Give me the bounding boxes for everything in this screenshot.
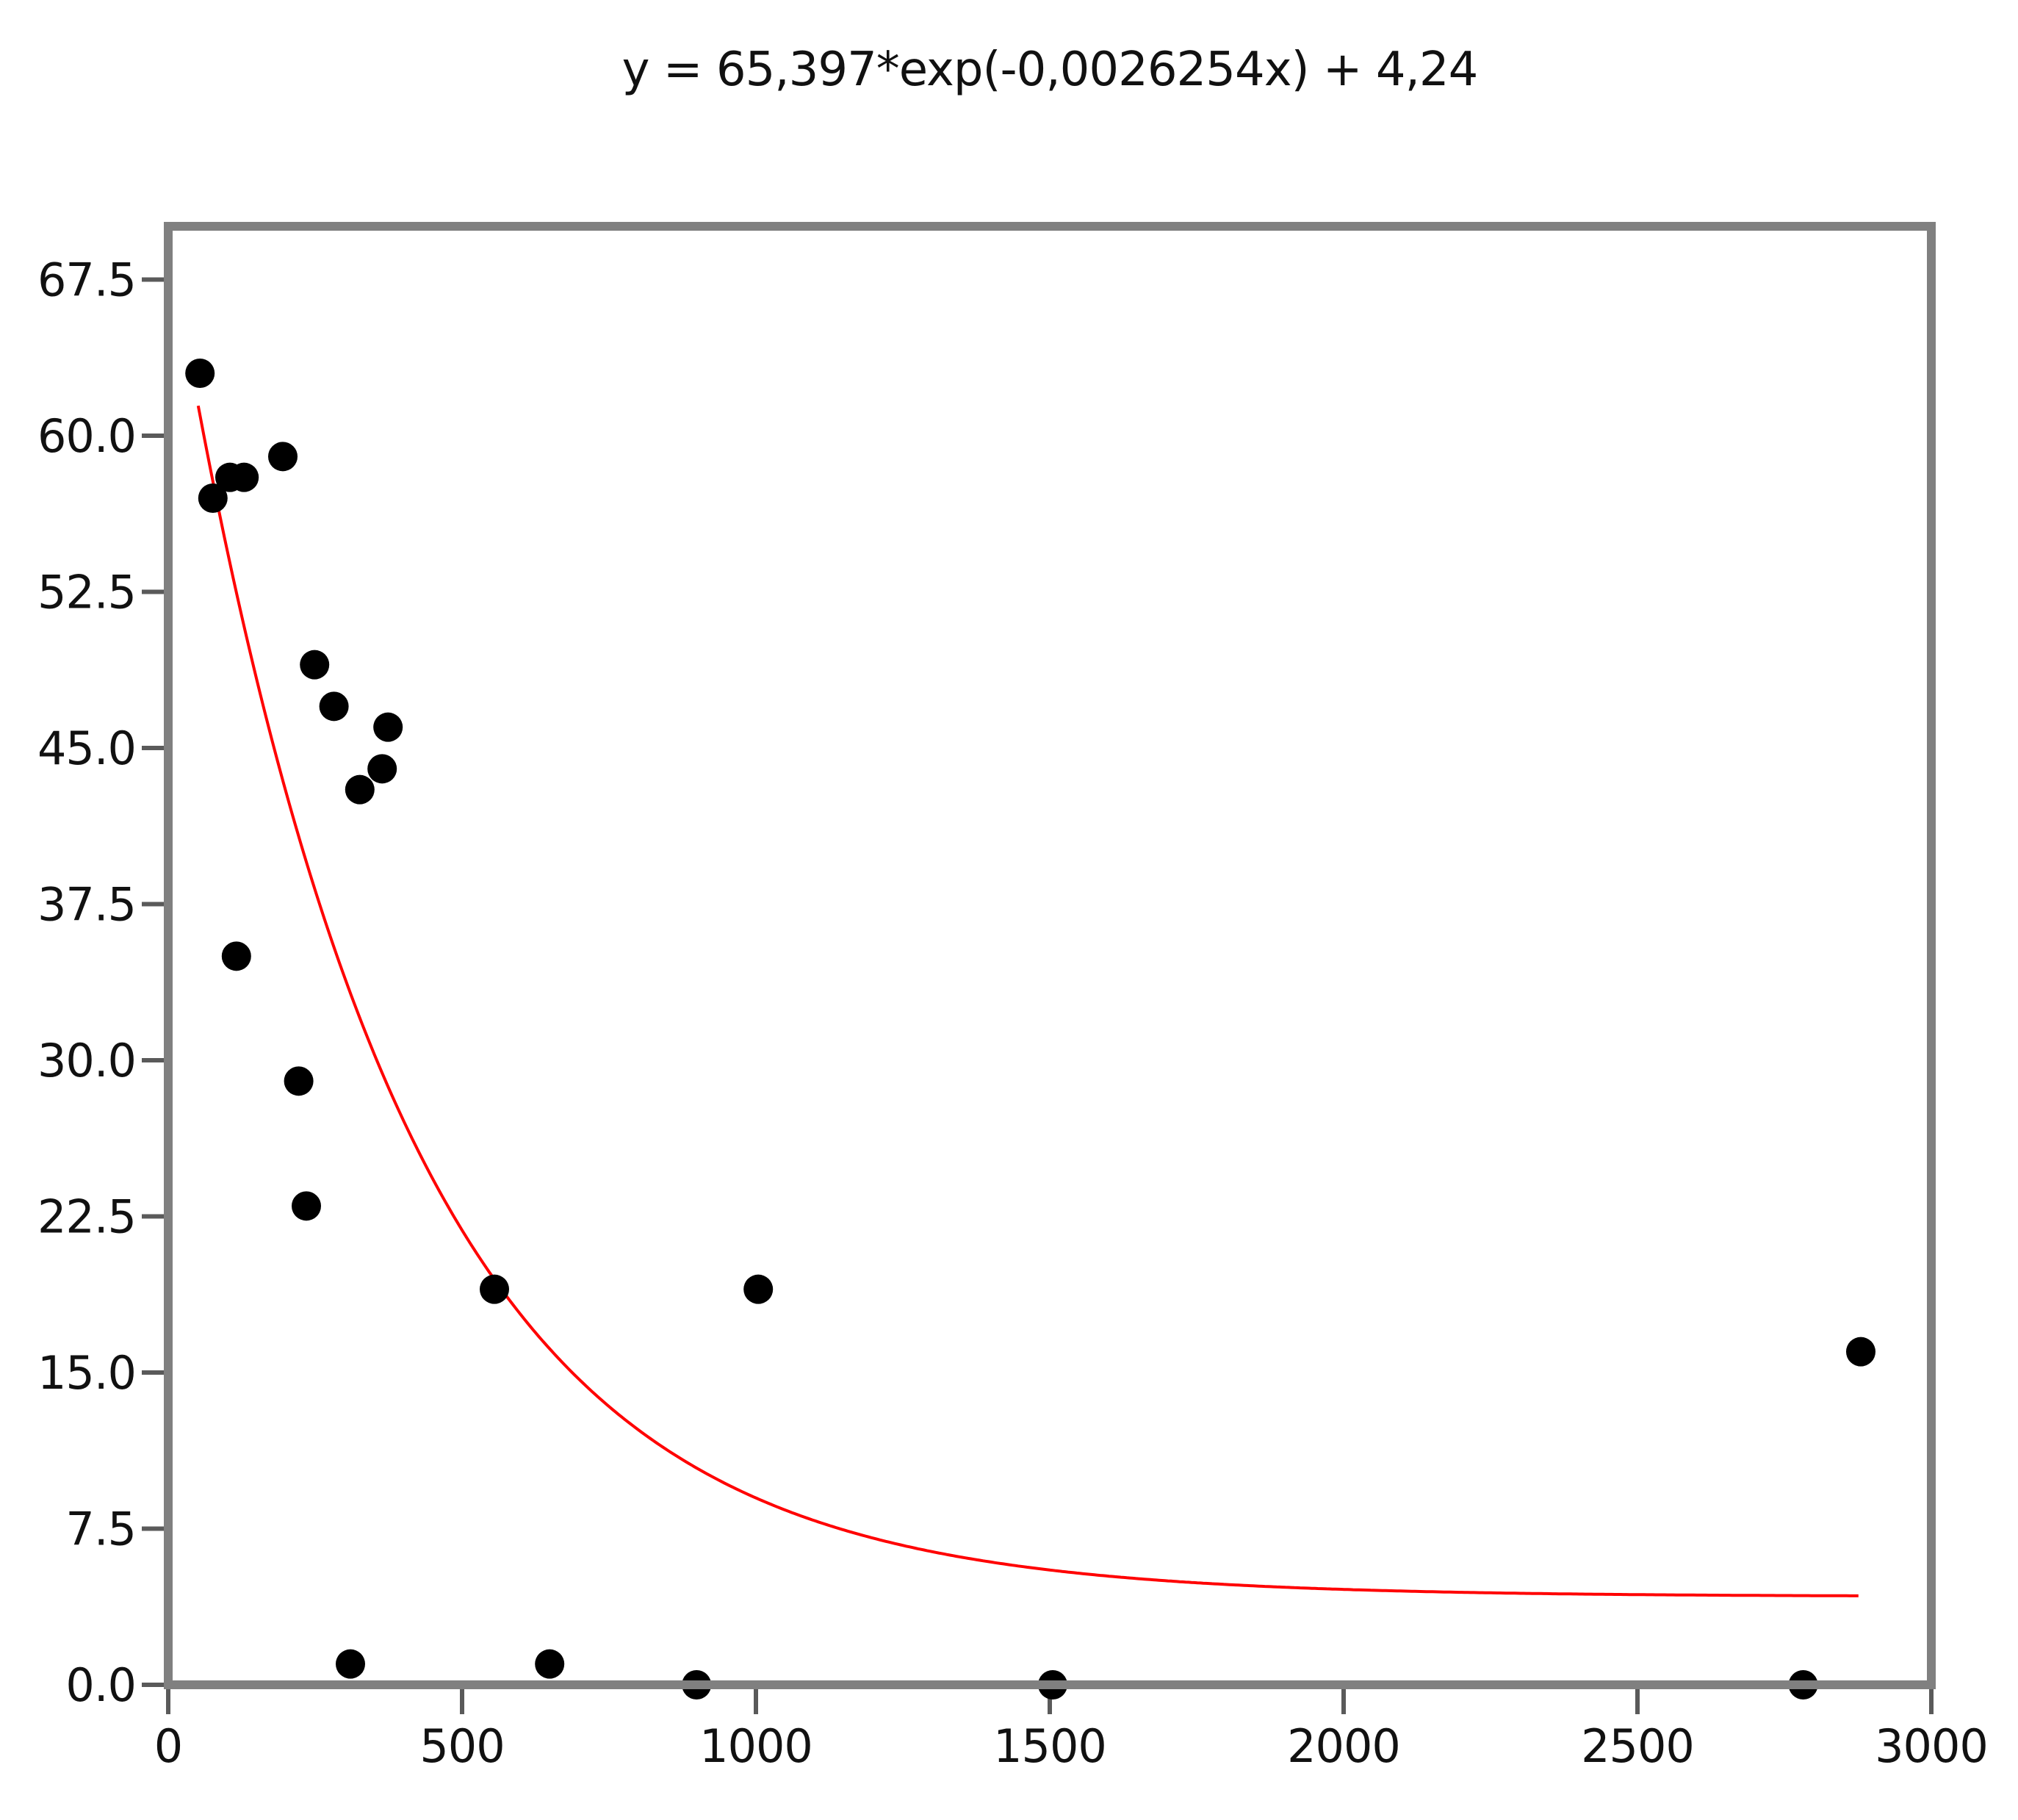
y-tick-label: 37.5	[37, 878, 136, 932]
data-point	[367, 754, 397, 784]
x-tick-label: 1000	[699, 1719, 812, 1773]
y-tick-label: 15.0	[37, 1346, 136, 1400]
data-point	[268, 442, 298, 472]
data-point	[480, 1274, 509, 1304]
data-point	[292, 1191, 321, 1221]
data-point	[284, 1066, 314, 1096]
data-point	[743, 1274, 774, 1304]
y-axis: 0.0 7.5 15.0 22.5 30.0 37.5 45.0 52.5 60.0 67.5	[37, 253, 168, 1712]
x-tick-label: 3000	[1875, 1719, 1988, 1773]
data-point	[198, 483, 228, 513]
x-tick-label: 0	[154, 1719, 182, 1773]
data-point	[221, 941, 251, 971]
y-tick-label: 60.0	[37, 409, 136, 463]
y-tick-label: 30.0	[37, 1034, 136, 1087]
data-point	[185, 359, 215, 388]
data-point	[319, 691, 349, 722]
x-axis: 0 500 1000 1500 2000 2500 3000	[154, 1685, 1989, 1773]
plot-frame	[164, 222, 1936, 1689]
x-tick-label: 500	[419, 1719, 504, 1773]
data-points	[185, 359, 1875, 1699]
y-tick-label: 0.0	[65, 1658, 136, 1712]
x-tick-label: 2000	[1287, 1719, 1400, 1773]
data-point	[535, 1649, 565, 1679]
x-tick-label: 2500	[1581, 1719, 1694, 1773]
data-point	[373, 712, 403, 742]
y-tick-label: 22.5	[37, 1190, 136, 1244]
y-tick-label: 67.5	[37, 253, 136, 307]
data-point	[336, 1649, 365, 1679]
fit-curve	[196, 405, 1859, 1597]
data-point	[345, 774, 375, 805]
y-tick-label: 7.5	[65, 1503, 136, 1556]
y-tick-label: 45.0	[37, 722, 136, 775]
data-point	[229, 462, 259, 492]
data-point	[300, 650, 330, 680]
chart-title: y = 65,397*exp(-0,0026254x) + 4,24	[621, 43, 1479, 97]
x-tick-label: 1500	[993, 1719, 1106, 1773]
data-point	[1846, 1337, 1875, 1367]
y-tick-label: 52.5	[37, 566, 136, 619]
